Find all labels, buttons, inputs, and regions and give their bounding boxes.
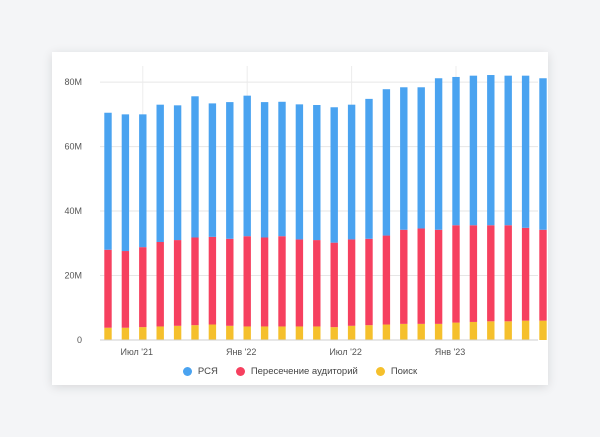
bar-segment-search — [139, 327, 147, 340]
bar-segment-search — [156, 326, 164, 340]
bar-segment-rsya — [295, 104, 304, 240]
bar-segment-rsya — [156, 104, 164, 243]
bar-segment-search — [382, 324, 391, 340]
bar-segment-search — [417, 323, 425, 340]
bar-segment-audience-overlap — [469, 225, 478, 322]
bar-segment-audience-overlap — [365, 238, 373, 326]
y-tick-label: 80M — [64, 77, 82, 87]
bar-segment-search — [452, 322, 460, 340]
bar-segment-audience-overlap — [382, 235, 391, 325]
legend-item-search[interactable]: Поиск — [375, 366, 418, 377]
x-tick-label: Июл '22 — [329, 347, 362, 357]
bar-segment-search — [504, 321, 512, 340]
bar-segment-rsya — [382, 89, 391, 236]
bar-segment-search — [434, 323, 443, 340]
bar-segment-rsya — [504, 75, 512, 226]
bar-segment-audience-overlap — [504, 225, 512, 322]
x-tick-label: Июл '21 — [121, 347, 154, 357]
bar-segment-search — [278, 326, 286, 340]
chart-card: 0 20M 40M 60M 80M Июл '21 Янв '22 Июл '22 Янв '2… — [52, 52, 548, 385]
bar-segment-audience-overlap — [434, 229, 443, 324]
legend-label-rsya: РСЯ — [197, 366, 218, 377]
bar-segment-search — [487, 321, 495, 340]
bar-segment-search — [173, 325, 182, 340]
bar-segment-rsya — [121, 114, 130, 252]
bar-segment-search — [260, 326, 269, 340]
bar-segment-audience-overlap — [487, 225, 495, 322]
bar-segment-audience-overlap — [347, 239, 356, 326]
bar-segment-audience-overlap — [208, 236, 217, 325]
bar-segment-rsya — [417, 87, 425, 229]
legend-label-audience-overlap: Пересечение аудиторий — [250, 366, 358, 377]
bar-segment-audience-overlap — [417, 228, 425, 324]
bar-segment-search — [191, 325, 199, 340]
bar-segment-audience-overlap — [173, 240, 182, 326]
bar-segment-rsya — [243, 95, 251, 237]
bar-segment-audience-overlap — [295, 239, 304, 327]
bar-segment-rsya — [434, 78, 443, 230]
bar-segment-search — [539, 320, 547, 340]
bar-segment-rsya — [539, 78, 547, 230]
bar-segment-audience-overlap — [226, 238, 234, 326]
bar-segment-search — [226, 325, 234, 340]
bar-segment-rsya — [365, 98, 373, 239]
legend-label-search: Поиск — [390, 366, 418, 377]
bar-segment-audience-overlap — [452, 225, 460, 323]
bar-segment-rsya — [347, 104, 356, 240]
bar-segment-search — [521, 320, 530, 340]
bar-segment-audience-overlap — [521, 227, 530, 321]
bar-segment-search — [330, 327, 338, 340]
bar-segment-rsya — [330, 107, 338, 243]
bar-segment-audience-overlap — [313, 240, 321, 327]
bar-segment-rsya — [191, 96, 199, 238]
bar-segment-rsya — [487, 75, 495, 226]
stacked-bar-chart: 0 20M 40M 60M 80M Июл '21 Янв '22 Июл '22 Янв '2… — [64, 66, 547, 357]
bar-segment-rsya — [173, 105, 182, 241]
bar-segment-audience-overlap — [539, 229, 547, 321]
bar-segment-audience-overlap — [121, 251, 130, 328]
bar-segment-rsya — [226, 102, 234, 239]
chart-legend: РСЯ Пересечение аудиторий Поиск — [52, 366, 548, 377]
bar-segment-audience-overlap — [191, 237, 199, 326]
bar-segment-rsya — [521, 75, 530, 228]
bar-segment-rsya — [139, 114, 147, 248]
legend-marker-audience-overlap — [235, 367, 245, 376]
bar-segment-rsya — [452, 76, 460, 226]
bar-segment-rsya — [278, 101, 286, 237]
legend-marker-rsya — [182, 367, 192, 376]
bar-segment-audience-overlap — [330, 242, 338, 328]
x-tick-label: Янв '23 — [435, 347, 465, 357]
bar-segment-search — [121, 327, 130, 340]
bar-segment-audience-overlap — [260, 237, 269, 327]
bar-segment-search — [104, 327, 112, 340]
bar-segment-search — [208, 324, 217, 340]
y-tick-label: 60M — [64, 142, 82, 152]
y-tick-label: 40M — [64, 206, 82, 216]
y-tick-label: 0 — [77, 335, 82, 345]
bar-segment-audience-overlap — [139, 247, 147, 328]
bar-segment-audience-overlap — [278, 236, 286, 327]
y-tick-label: 20M — [64, 271, 82, 281]
bar-segment-audience-overlap — [156, 242, 164, 327]
bar-segment-search — [365, 325, 373, 340]
bar-segment-rsya — [208, 103, 217, 237]
bar-segment-search — [400, 323, 408, 340]
bar-segment-rsya — [104, 112, 112, 250]
bar-segment-search — [243, 326, 251, 340]
bar-segment-search — [469, 321, 478, 340]
bar-segment-rsya — [469, 75, 478, 226]
legend-item-audience-overlap[interactable]: Пересечение аудиторий — [235, 366, 358, 377]
bar-segment-audience-overlap — [104, 249, 112, 328]
legend-marker-search — [375, 367, 385, 376]
bar-segment-search — [295, 326, 304, 340]
bar-segment-search — [313, 326, 321, 340]
x-tick-label: Янв '22 — [226, 347, 256, 357]
legend-item-rsya[interactable]: РСЯ — [182, 366, 218, 377]
bar-segment-audience-overlap — [400, 229, 408, 324]
bar-segment-rsya — [260, 102, 269, 238]
bar-segment-rsya — [313, 105, 321, 241]
bar-segment-audience-overlap — [243, 236, 251, 327]
bar-segment-rsya — [400, 87, 408, 230]
bar-segment-search — [347, 325, 356, 340]
